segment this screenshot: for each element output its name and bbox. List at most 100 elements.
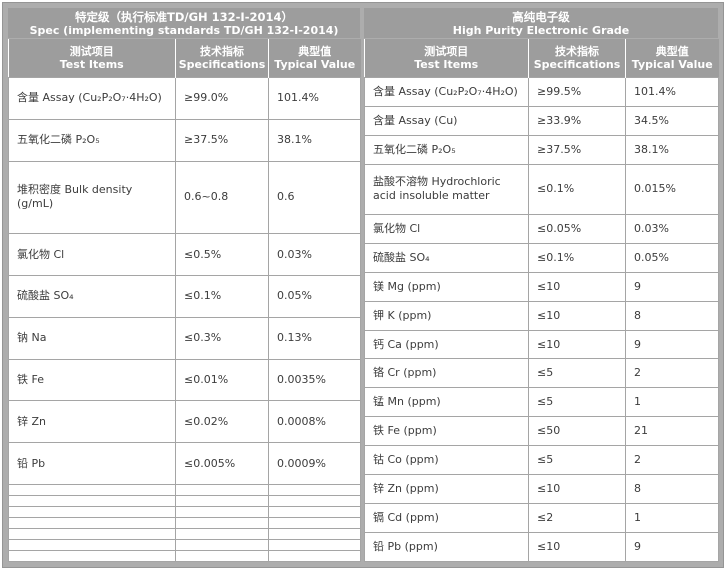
table-row: 钠 Na ≤0.3% 0.13% xyxy=(8,316,361,360)
table-row: 钴 Co (ppm) ≤5 2 xyxy=(364,445,719,476)
column-header-row: 测试项目 Test Items 技术指标 Specifications 典型值 … xyxy=(8,39,361,78)
specification-cell xyxy=(175,516,269,529)
test-item-cell: 镁 Mg (ppm) xyxy=(364,271,529,302)
table-row: 铅 Pb ≤0.005% 0.0009% xyxy=(8,442,361,485)
typical-value-cell: 34.5% xyxy=(625,105,719,136)
specification-cell: ≤10 xyxy=(528,300,626,331)
electronic-grade-panel: 高纯电子级 High Purity Electronic Grade 测试项目 … xyxy=(364,8,719,563)
typical-value-cell xyxy=(268,549,361,563)
test-item-cell: 钾 K (ppm) xyxy=(364,300,529,331)
table-row: 盐酸不溶物 Hydrochloric acid insoluble matter… xyxy=(364,163,719,215)
table-row xyxy=(8,549,361,563)
typical-value-cell xyxy=(268,538,361,551)
test-item-cell: 含量 Assay (Cu₂P₂O₇·4H₂O) xyxy=(8,77,176,120)
test-item-cell: 硫酸盐 SO₄ xyxy=(8,274,176,318)
specification-cell: ≤50 xyxy=(528,416,626,447)
typical-value-cell: 38.1% xyxy=(625,134,719,165)
test-item-cell: 氯化物 Cl xyxy=(8,233,176,276)
spec-grade-title-en: Spec (implementing standards TD/GH 132-I… xyxy=(29,23,339,37)
test-item-cell xyxy=(8,549,176,563)
table-row: 氯化物 Cl ≤0.5% 0.03% xyxy=(8,233,361,276)
table-row: 镁 Mg (ppm) ≤10 9 xyxy=(364,271,719,302)
column-header-test-items: 测试项目 Test Items xyxy=(364,39,529,78)
table-row: 铬 Cr (ppm) ≤5 2 xyxy=(364,358,719,389)
table-row: 锌 Zn ≤0.02% 0.0008% xyxy=(8,400,361,444)
table-row xyxy=(8,494,361,507)
specification-cell xyxy=(175,505,269,518)
typical-value-cell: 0.03% xyxy=(625,213,719,244)
column-header-cn: 技术指标 xyxy=(555,45,599,58)
table-row: 堆积密度 Bulk density (g/mL) 0.6~0.8 0.6 xyxy=(8,160,361,235)
test-item-cell: 铁 Fe (ppm) xyxy=(364,416,529,447)
typical-value-cell: 0.0008% xyxy=(268,400,361,444)
test-item-cell: 盐酸不溶物 Hydrochloric acid insoluble matter xyxy=(364,163,529,215)
column-header-en: Specifications xyxy=(533,58,621,71)
test-item-cell: 五氧化二磷 P₂O₅ xyxy=(364,134,529,165)
specification-cell xyxy=(175,483,269,496)
specification-cell: ≤10 xyxy=(528,329,626,360)
typical-value-cell: 1 xyxy=(625,503,719,533)
column-header-cn: 技术指标 xyxy=(200,45,244,58)
column-header-cn: 测试项目 xyxy=(424,45,469,58)
column-header-typical-value: 典型值 Typical Value xyxy=(268,39,361,78)
specification-cell: 0.6~0.8 xyxy=(175,160,269,235)
spec-grade-table: 测试项目 Test Items 技术指标 Specifications 典型值 … xyxy=(8,39,361,563)
table-row: 锰 Mn (ppm) ≤5 1 xyxy=(364,387,719,418)
column-header-specifications: 技术指标 Specifications xyxy=(528,39,626,78)
table-row: 含量 Assay (Cu₂P₂O₇·4H₂O) ≥99.5% 101.4% xyxy=(364,77,719,107)
test-item-cell: 硫酸盐 SO₄ xyxy=(364,242,529,273)
table-row: 铁 Fe ≤0.01% 0.0035% xyxy=(8,358,361,402)
typical-value-cell: 2 xyxy=(625,358,719,389)
test-item-cell: 锌 Zn xyxy=(8,400,176,444)
typical-value-cell: 101.4% xyxy=(625,77,719,107)
test-item-cell xyxy=(8,527,176,540)
specification-cell: ≤0.05% xyxy=(528,213,626,244)
specification-cell xyxy=(175,538,269,551)
test-item-cell xyxy=(8,516,176,529)
column-header-en: Typical Value xyxy=(631,58,713,71)
table-row: 锌 Zn (ppm) ≤10 8 xyxy=(364,474,719,504)
column-header-test-items: 测试项目 Test Items xyxy=(8,39,176,78)
test-item-cell: 铬 Cr (ppm) xyxy=(364,358,529,389)
test-item-cell: 锌 Zn (ppm) xyxy=(364,474,529,504)
specification-cell: ≤0.005% xyxy=(175,442,269,485)
typical-value-cell: 0.6 xyxy=(268,160,361,235)
specification-cell: ≤0.1% xyxy=(528,242,626,273)
spec-grade-title: 特定级（执行标准TD/GH 132-I-2014） Spec (implemen… xyxy=(8,8,360,38)
typical-value-cell: 9 xyxy=(625,271,719,302)
test-item-cell: 堆积密度 Bulk density (g/mL) xyxy=(8,160,176,235)
column-header-typical-value: 典型值 Typical Value xyxy=(625,39,719,78)
typical-value-cell: 0.015% xyxy=(625,163,719,215)
typical-value-cell: 38.1% xyxy=(268,118,361,162)
column-header-en: Typical Value xyxy=(274,58,356,71)
test-item-cell: 含量 Assay (Cu₂P₂O₇·4H₂O) xyxy=(364,77,529,107)
specification-cell: ≤0.5% xyxy=(175,233,269,276)
table-row: 铁 Fe (ppm) ≤50 21 xyxy=(364,416,719,447)
specification-cell: ≤10 xyxy=(528,271,626,302)
typical-value-cell xyxy=(268,516,361,529)
typical-value-cell: 101.4% xyxy=(268,77,361,120)
column-header-en: Test Items xyxy=(414,58,479,71)
specification-cell xyxy=(175,549,269,563)
test-item-cell: 钠 Na xyxy=(8,316,176,360)
table-row: 含量 Assay (Cu₂P₂O₇·4H₂O) ≥99.0% 101.4% xyxy=(8,77,361,120)
electronic-grade-title-en: High Purity Electronic Grade xyxy=(452,23,630,37)
typical-value-cell: 0.13% xyxy=(268,316,361,360)
specification-cell: ≥33.9% xyxy=(528,105,626,136)
typical-value-cell xyxy=(268,494,361,507)
typical-value-cell: 0.03% xyxy=(268,233,361,276)
specification-cell: ≤2 xyxy=(528,503,626,533)
test-item-cell: 铅 Pb xyxy=(8,442,176,485)
column-header-en: Test Items xyxy=(59,58,124,71)
table-row: 硫酸盐 SO₄ ≤0.1% 0.05% xyxy=(364,242,719,273)
column-header-cn: 典型值 xyxy=(655,45,689,58)
table-row xyxy=(8,527,361,540)
table-row xyxy=(8,538,361,551)
table-row: 硫酸盐 SO₄ ≤0.1% 0.05% xyxy=(8,274,361,318)
typical-value-cell: 9 xyxy=(625,531,719,563)
test-item-cell: 锰 Mn (ppm) xyxy=(364,387,529,418)
test-item-cell xyxy=(8,494,176,507)
test-item-cell xyxy=(8,505,176,518)
table-row: 含量 Assay (Cu) ≥33.9% 34.5% xyxy=(364,105,719,136)
